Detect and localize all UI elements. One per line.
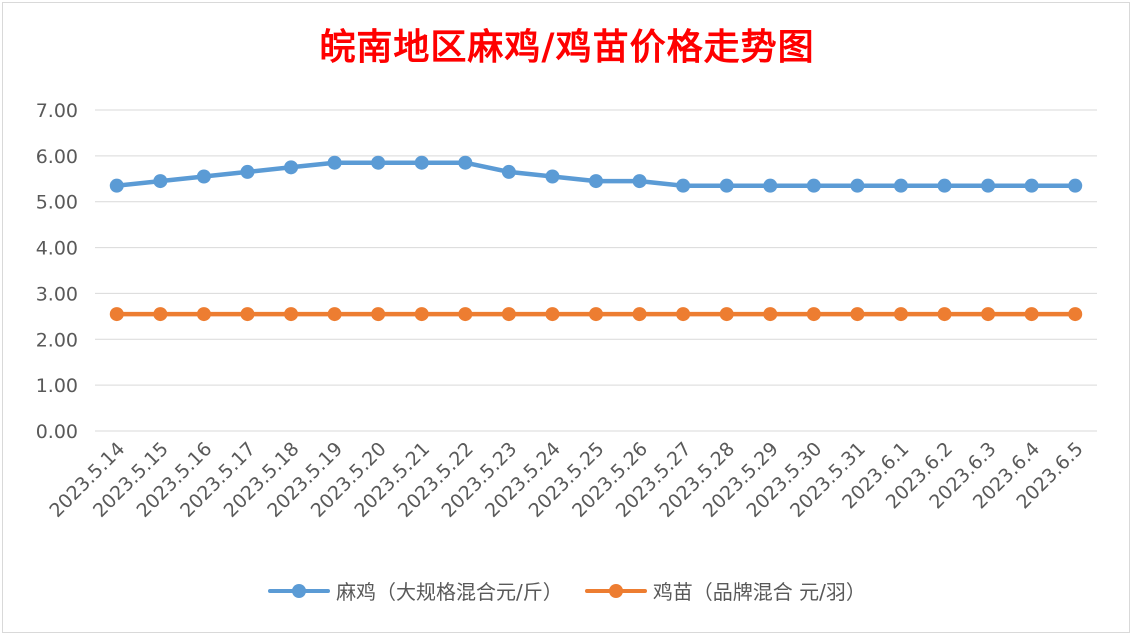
data-point-1 — [414, 307, 429, 322]
data-point-0 — [806, 178, 821, 193]
y-tick-label: 3.00 — [36, 283, 78, 305]
legend: 麻鸡（大规格混合元/斤） 鸡苗（品牌混合 元/羽） — [0, 576, 1134, 605]
y-tick-label: 1.00 — [36, 375, 78, 397]
data-point-1 — [109, 307, 124, 322]
data-point-0 — [632, 174, 647, 189]
data-point-1 — [458, 307, 473, 322]
data-point-0 — [719, 178, 734, 193]
data-point-0 — [676, 178, 691, 193]
data-point-1 — [284, 307, 299, 322]
data-point-0 — [850, 178, 865, 193]
data-point-1 — [196, 307, 211, 322]
data-point-0 — [937, 178, 952, 193]
data-point-1 — [371, 307, 386, 322]
data-point-1 — [1068, 307, 1083, 322]
data-point-0 — [109, 178, 124, 193]
data-point-1 — [632, 307, 647, 322]
data-point-1 — [240, 307, 255, 322]
y-tick-label: 6.00 — [36, 146, 78, 168]
data-point-1 — [153, 307, 168, 322]
data-point-0 — [893, 178, 908, 193]
data-point-0 — [196, 169, 211, 184]
data-point-0 — [501, 164, 516, 179]
data-point-0 — [284, 160, 299, 175]
data-point-1 — [1024, 307, 1039, 322]
chart-title: 皖南地区麻鸡/鸡苗价格走势图 — [319, 26, 815, 68]
legend-item-machicken: 麻鸡（大规格混合元/斤） — [268, 576, 563, 605]
data-point-0 — [1024, 178, 1039, 193]
data-point-1 — [893, 307, 908, 322]
data-point-0 — [545, 169, 560, 184]
data-point-0 — [240, 164, 255, 179]
y-tick-label: 2.00 — [36, 329, 78, 351]
data-point-1 — [327, 307, 342, 322]
legend-label-machicken: 麻鸡（大规格混合元/斤） — [336, 580, 563, 604]
data-point-0 — [458, 155, 473, 170]
data-point-0 — [414, 155, 429, 170]
data-point-1 — [589, 307, 603, 322]
y-tick-label: 4.00 — [36, 238, 78, 260]
y-tick-label: 7.00 — [36, 100, 78, 122]
y-tick-label: 5.00 — [36, 192, 78, 214]
legend-item-chick: 鸡苗（品牌混合 元/羽） — [584, 576, 866, 605]
legend-label-chick: 鸡苗（品牌混合 元/羽） — [652, 580, 866, 604]
data-point-1 — [676, 307, 691, 322]
data-point-1 — [937, 307, 952, 322]
data-point-0 — [327, 155, 342, 170]
data-point-0 — [371, 155, 386, 170]
data-point-1 — [981, 307, 996, 322]
data-point-1 — [719, 307, 734, 322]
data-point-1 — [806, 307, 821, 322]
data-point-1 — [763, 307, 778, 322]
legend-swatch-machicken — [268, 580, 331, 602]
y-tick-label: 0.00 — [36, 421, 78, 443]
data-point-0 — [153, 174, 168, 189]
data-point-1 — [501, 307, 516, 322]
data-point-1 — [850, 307, 865, 322]
data-point-0 — [1068, 178, 1083, 193]
data-point-0 — [763, 178, 778, 193]
data-point-1 — [545, 307, 560, 322]
data-point-0 — [589, 174, 603, 189]
data-point-0 — [981, 178, 996, 193]
legend-swatch-chick — [584, 580, 647, 602]
